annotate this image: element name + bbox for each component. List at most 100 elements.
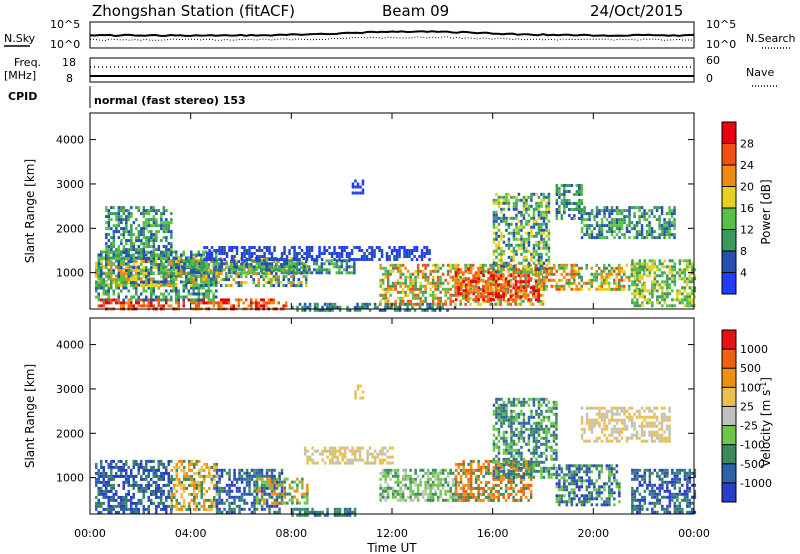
heatmap-cell-power xyxy=(673,277,677,281)
heatmap-cell-power xyxy=(643,269,646,273)
heatmap-cell-power xyxy=(142,215,146,219)
heatmap-cell-power xyxy=(530,204,533,208)
heatmap-cell-power xyxy=(305,260,308,264)
heatmap-cell-power xyxy=(636,298,639,302)
heatmap-cell-power xyxy=(150,272,153,276)
heatmap-cell-power xyxy=(560,217,564,220)
heatmap-cell-velocity xyxy=(303,449,307,453)
heatmap-cell-power xyxy=(378,258,381,261)
heatmap-cell-power xyxy=(356,302,359,306)
heatmap-cell-power xyxy=(142,248,146,252)
heatmap-cell-velocity xyxy=(175,468,178,472)
heatmap-cell-power xyxy=(100,304,103,308)
heatmap-cell-power xyxy=(215,278,218,282)
heatmap-cell-power xyxy=(130,245,133,249)
heatmap-cell-power xyxy=(494,289,498,293)
heatmap-cell-power xyxy=(585,227,589,231)
heatmap-cell-power xyxy=(550,269,553,273)
colorbar-segment xyxy=(722,251,736,273)
heatmap-cell-power xyxy=(406,305,409,309)
heatmap-cell-power xyxy=(542,210,546,214)
heatmap-cell-power xyxy=(152,254,156,258)
heatmap-cell-power xyxy=(210,246,214,249)
heatmap-cell-power xyxy=(117,215,121,219)
heatmap-cell-velocity xyxy=(291,486,294,490)
heatmap-cell-power xyxy=(192,284,195,288)
heatmap-cell-power xyxy=(200,301,203,305)
heatmap-cell-velocity xyxy=(291,513,294,517)
heatmap-cell-power xyxy=(547,198,551,202)
heatmap-cell-velocity xyxy=(157,504,160,508)
heatmap-cell-power xyxy=(510,243,513,247)
heatmap-cell-power xyxy=(386,287,390,291)
heatmap-cell-velocity xyxy=(190,492,193,496)
heatmap-cell-velocity xyxy=(348,513,352,517)
heatmap-cell-power xyxy=(335,271,339,275)
heatmap-cell-power xyxy=(150,286,153,290)
heatmap-cell-power xyxy=(155,209,158,213)
heatmap-cell-power xyxy=(653,259,657,263)
heatmap-cell-power xyxy=(522,274,525,278)
heatmap-cell-power xyxy=(608,263,611,267)
heatmap-cell-power xyxy=(633,268,637,272)
heatmap-cell-power xyxy=(255,298,258,302)
heatmap-cell-power xyxy=(545,278,548,282)
heatmap-cell-power xyxy=(413,246,416,249)
heatmap-cell-velocity xyxy=(306,498,309,502)
heatmap-cell-velocity xyxy=(125,480,128,484)
heatmap-cell-power xyxy=(497,277,500,281)
heatmap-cell-power xyxy=(127,301,130,305)
heatmap-cell-velocity xyxy=(341,458,344,462)
heatmap-cell-power xyxy=(608,212,611,216)
heatmap-cell-power xyxy=(318,271,321,275)
heatmap-cell-power xyxy=(145,278,148,282)
heatmap-cell-velocity xyxy=(280,498,284,502)
heatmap-cell-power xyxy=(476,302,480,306)
heatmap-cell-velocity xyxy=(162,477,165,481)
heatmap-cell-power xyxy=(120,251,123,255)
heatmap-cell-power xyxy=(215,268,219,272)
heatmap-cell-power xyxy=(525,264,528,268)
heatmap-cell-velocity xyxy=(127,465,130,469)
heatmap-cell-power xyxy=(570,208,574,211)
heatmap-cell-power xyxy=(540,210,543,214)
heatmap-cell-power xyxy=(157,263,160,267)
heatmap-cell-power xyxy=(395,258,399,261)
heatmap-cell-velocity xyxy=(311,446,314,450)
heatmap-cell-power xyxy=(653,286,657,290)
heatmap-cell-power xyxy=(673,218,676,222)
heatmap-cell-power xyxy=(380,255,384,258)
heatmap-cell-power xyxy=(107,292,110,296)
heatmap-cell-power xyxy=(243,271,246,275)
heatmap-cell-power xyxy=(335,259,339,263)
heatmap-cell-velocity xyxy=(311,507,314,511)
heatmap-cell-power xyxy=(135,256,138,260)
heatmap-cell-power xyxy=(547,255,551,259)
heatmap-cell-velocity xyxy=(301,507,304,511)
heatmap-cell-power xyxy=(157,281,160,285)
heatmap-cell-power xyxy=(295,262,299,266)
heatmap-cell-power xyxy=(338,305,342,309)
heatmap-cell-power xyxy=(545,272,548,276)
heatmap-cell-velocity xyxy=(193,489,196,493)
heatmap-cell-power xyxy=(545,240,548,244)
heatmap-cell-velocity xyxy=(140,462,143,466)
heatmap-cell-power xyxy=(573,202,576,205)
heatmap-cell-power xyxy=(287,278,290,282)
heatmap-cell-power xyxy=(172,280,175,284)
heatmap-cell-power xyxy=(472,274,475,278)
heatmap-cell-power xyxy=(292,278,295,282)
heatmap-cell-power xyxy=(655,209,659,213)
heatmap-cell-power xyxy=(338,255,341,258)
colorbar-tick-label: 24 xyxy=(740,159,754,172)
heatmap-cell-power xyxy=(439,290,442,294)
heatmap-cell-power xyxy=(517,295,520,299)
heatmap-cell-velocity xyxy=(313,513,317,517)
heatmap-cell-velocity xyxy=(210,480,213,484)
heatmap-cell-power xyxy=(658,262,662,266)
heatmap-cell-power xyxy=(600,269,603,273)
heatmap-cell-velocity xyxy=(208,498,211,502)
heatmap-cell-power xyxy=(610,287,613,291)
heatmap-cell-velocity xyxy=(170,495,173,499)
heatmap-cell-power xyxy=(363,302,367,306)
